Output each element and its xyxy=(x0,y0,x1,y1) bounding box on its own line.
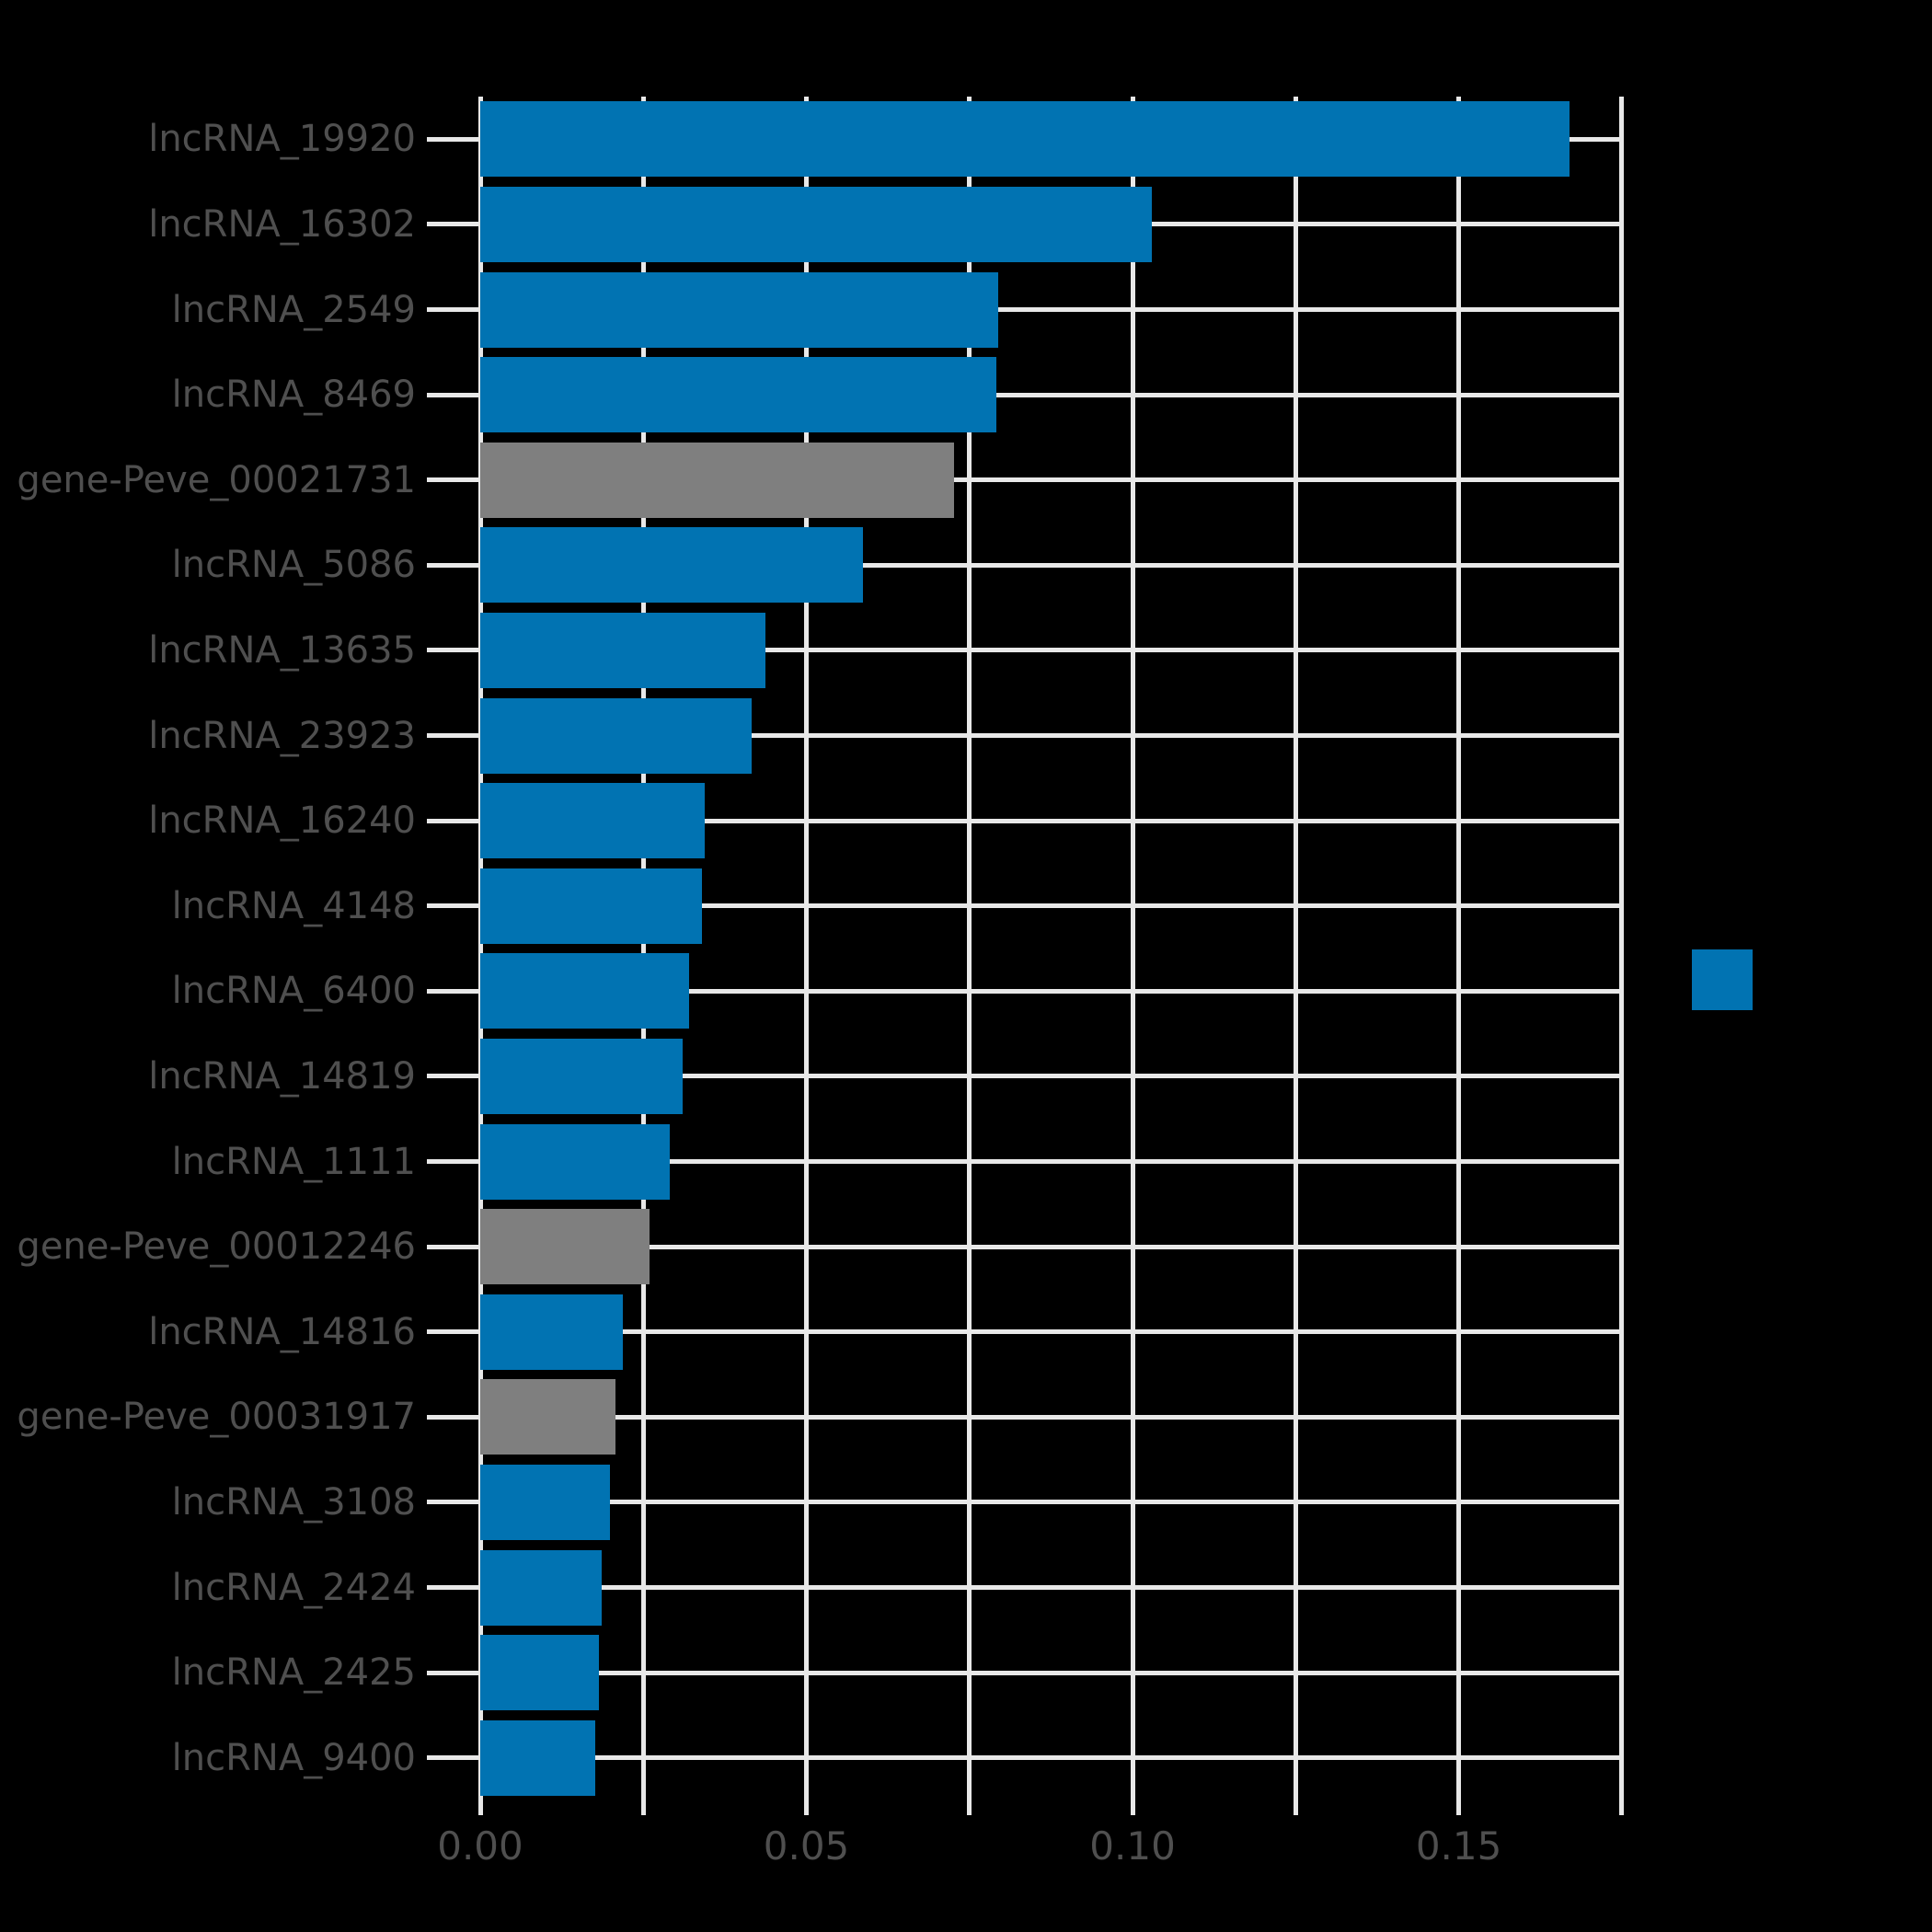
y-tick-label-lncRNA_5086: lncRNA_5086 xyxy=(171,544,416,587)
bar-lncRNA_6400 xyxy=(480,953,689,1029)
y-gridline xyxy=(427,1755,1624,1761)
y-tick-label-gene-Peve_00031917: gene-Peve_00031917 xyxy=(17,1396,416,1439)
y-tick-label-lncRNA_14816: lncRNA_14816 xyxy=(148,1310,416,1353)
y-tick-label-lncRNA_14819: lncRNA_14819 xyxy=(148,1054,416,1098)
bar-lncRNA_8469 xyxy=(480,357,996,433)
bar-gene-Peve_00021731 xyxy=(480,442,954,518)
bar-lncRNA_5086 xyxy=(480,527,863,604)
bar-lncRNA_23923 xyxy=(480,697,752,774)
bar-gene-Peve_00031917 xyxy=(480,1379,615,1455)
x-gridline xyxy=(967,97,972,1815)
y-gridline xyxy=(427,648,1624,653)
bar-lncRNA_1111 xyxy=(480,1123,670,1200)
bar-lncRNA_4148 xyxy=(480,868,702,944)
y-gridline xyxy=(427,988,1624,994)
y-gridline xyxy=(427,562,1624,568)
bar-lncRNA_2424 xyxy=(480,1549,602,1626)
x-gridline xyxy=(1456,97,1462,1815)
y-tick-label-lncRNA_23923: lncRNA_23923 xyxy=(148,714,416,757)
y-gridline xyxy=(427,307,1624,312)
bar-lncRNA_19920 xyxy=(480,101,1570,178)
y-gridline xyxy=(427,1074,1624,1079)
bar-lncRNA_16302 xyxy=(480,186,1152,262)
x-tick-label-0.10: 0.10 xyxy=(1089,1823,1176,1869)
bar-lncRNA_14816 xyxy=(480,1294,623,1370)
bar-lncRNA_13635 xyxy=(480,612,765,688)
y-tick-label-lncRNA_16240: lncRNA_16240 xyxy=(148,799,416,843)
x-tick-label-0.00: 0.00 xyxy=(437,1823,523,1869)
y-gridline xyxy=(427,903,1624,909)
bar-lncRNA_2549 xyxy=(480,271,998,348)
y-tick-label-lncRNA_2425: lncRNA_2425 xyxy=(171,1651,416,1695)
y-gridline xyxy=(427,1244,1624,1249)
y-tick-label-lncRNA_19920: lncRNA_19920 xyxy=(148,118,416,161)
y-tick-label-lncRNA_8469: lncRNA_8469 xyxy=(171,374,416,417)
bar-lncRNA_2425 xyxy=(480,1635,599,1711)
y-tick-label-gene-Peve_00021731: gene-Peve_00021731 xyxy=(17,458,416,501)
x-gridline xyxy=(804,97,810,1815)
y-gridline xyxy=(427,392,1624,397)
y-tick-label-lncRNA_1111: lncRNA_1111 xyxy=(171,1140,416,1183)
bar-gene-Peve_00012246 xyxy=(480,1209,650,1285)
y-tick-label-lncRNA_2549: lncRNA_2549 xyxy=(171,288,416,331)
y-tick-label-lncRNA_3108: lncRNA_3108 xyxy=(171,1480,416,1524)
y-gridline xyxy=(427,1500,1624,1505)
x-gridline xyxy=(1130,97,1135,1815)
y-gridline xyxy=(427,1159,1624,1164)
x-tick-label-0.05: 0.05 xyxy=(763,1823,850,1869)
bar-lncRNA_14819 xyxy=(480,1038,683,1114)
y-gridline xyxy=(427,733,1624,738)
y-gridline xyxy=(427,477,1624,483)
y-tick-label-lncRNA_4148: lncRNA_4148 xyxy=(171,884,416,927)
y-tick-label-gene-Peve_00012246: gene-Peve_00012246 xyxy=(17,1225,416,1269)
y-tick-label-lncRNA_9400: lncRNA_9400 xyxy=(171,1736,416,1779)
x-gridline xyxy=(1619,97,1625,1815)
y-gridline xyxy=(427,1585,1624,1590)
y-tick-label-lncRNA_16302: lncRNA_16302 xyxy=(148,202,416,246)
y-gridline xyxy=(427,1329,1624,1335)
y-gridline xyxy=(427,1414,1624,1420)
bar-lncRNA_3108 xyxy=(480,1464,610,1540)
legend-swatch xyxy=(1692,949,1753,1010)
y-gridline xyxy=(427,818,1624,823)
bar-lncRNA_9400 xyxy=(480,1719,595,1796)
y-tick-label-lncRNA_6400: lncRNA_6400 xyxy=(171,970,416,1013)
y-tick-label-lncRNA_13635: lncRNA_13635 xyxy=(148,628,416,672)
x-tick-label-0.15: 0.15 xyxy=(1415,1823,1502,1869)
y-gridline xyxy=(427,1670,1624,1675)
x-gridline xyxy=(1293,97,1298,1815)
y-tick-label-lncRNA_2424: lncRNA_2424 xyxy=(171,1566,416,1609)
bar-lncRNA_16240 xyxy=(480,783,705,859)
